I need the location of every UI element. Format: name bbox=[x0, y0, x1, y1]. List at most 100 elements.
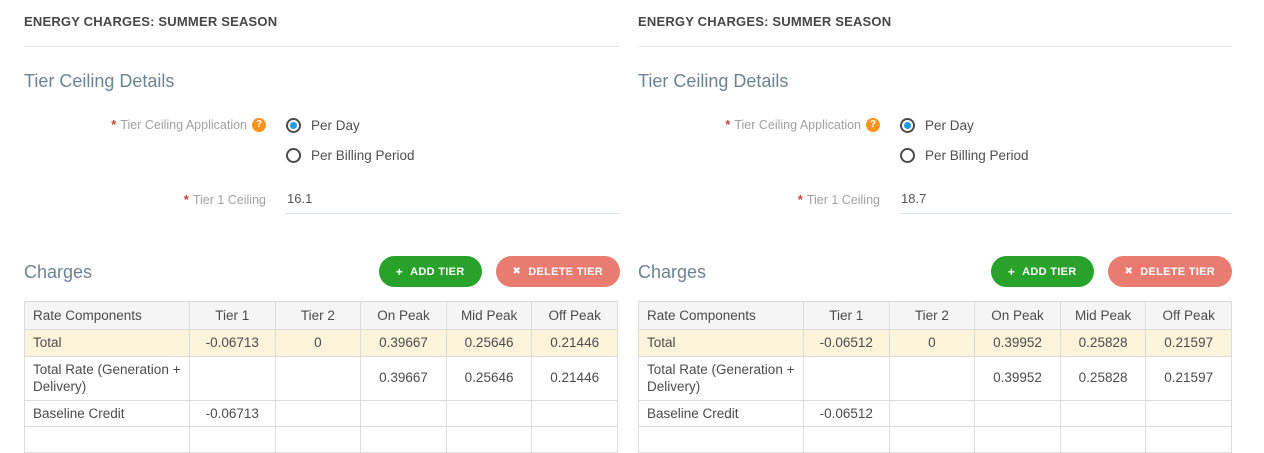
delete-tier-button[interactable]: ✖ DELETE TIER bbox=[495, 256, 620, 287]
value-cell bbox=[360, 399, 447, 428]
add-tier-button[interactable]: + ADD TIER bbox=[990, 256, 1094, 287]
value-cell: 0.25828 bbox=[1059, 355, 1147, 401]
rate-component-cell bbox=[638, 426, 804, 453]
delete-tier-button[interactable]: ✖ DELETE TIER bbox=[1107, 256, 1232, 287]
tier-ceiling-details-heading: Tier Ceiling Details bbox=[638, 71, 789, 91]
column-header: Mid Peak bbox=[445, 301, 533, 330]
charges-heading: Charges bbox=[638, 261, 707, 282]
value-cell: 0.25646 bbox=[445, 355, 533, 401]
tier-ceiling-application-options: Per Day Per Billing Period bbox=[900, 114, 1232, 166]
tier-ceiling-application-row: * Tier Ceiling Application ? Per Day Per… bbox=[638, 114, 1232, 166]
table-row[interactable]: Total Rate (Generation + Delivery) 0.3995… bbox=[638, 355, 1232, 401]
table-row[interactable] bbox=[24, 426, 618, 453]
table-row[interactable] bbox=[638, 426, 1232, 453]
table-header-row: Rate Components Tier 1 Tier 2 On Peak Mid Pe… bbox=[638, 301, 1232, 330]
value-cell: 0.21597 bbox=[1145, 355, 1232, 401]
tier-ceiling-application-label: * Tier Ceiling Application ? bbox=[638, 114, 880, 132]
radio-per-day[interactable]: Per Day bbox=[900, 114, 1232, 136]
radio-per-day[interactable]: Per Day bbox=[286, 114, 620, 136]
value-cell bbox=[888, 426, 976, 453]
rate-component-cell: Total bbox=[24, 329, 190, 357]
value-cell bbox=[888, 399, 976, 428]
add-tier-label: ADD TIER bbox=[1022, 265, 1077, 278]
field-label-text: Tier Ceiling Application bbox=[734, 117, 861, 132]
value-cell: 0.39952 bbox=[974, 355, 1061, 401]
required-asterisk: * bbox=[183, 192, 189, 207]
plus-icon: + bbox=[395, 264, 404, 279]
value-cell: 0.39667 bbox=[360, 355, 447, 401]
value-cell bbox=[1059, 399, 1147, 428]
radio-per-billing-period[interactable]: Per Billing Period bbox=[286, 144, 620, 166]
value-cell bbox=[974, 426, 1061, 453]
add-tier-button[interactable]: + ADD TIER bbox=[378, 256, 482, 287]
charges-header: Charges + ADD TIER ✖ DELETE TIER bbox=[24, 256, 620, 287]
column-header: Tier 2 bbox=[274, 301, 362, 330]
column-header: Mid Peak bbox=[1059, 301, 1147, 330]
required-asterisk: * bbox=[725, 117, 731, 132]
help-icon[interactable]: ? bbox=[866, 117, 880, 132]
tier-ceiling-application-label: * Tier Ceiling Application ? bbox=[24, 114, 266, 132]
value-cell bbox=[360, 426, 447, 453]
radio-button-icon[interactable] bbox=[900, 117, 915, 133]
table-row[interactable]: Total Rate (Generation + Delivery) 0.3966… bbox=[24, 355, 618, 401]
tier1-ceiling-input[interactable] bbox=[900, 189, 1232, 214]
tier-ceiling-application-row: * Tier Ceiling Application ? Per Day Per… bbox=[24, 114, 620, 166]
table-row[interactable]: Total -0.06512 0 0.39952 0.25828 0.21597 bbox=[638, 329, 1232, 357]
value-cell: 0.25646 bbox=[445, 329, 533, 357]
value-cell bbox=[531, 426, 618, 453]
required-asterisk: * bbox=[797, 192, 803, 207]
value-cell bbox=[274, 426, 362, 453]
tier1-ceiling-label: * Tier 1 Ceiling bbox=[24, 189, 266, 207]
value-cell bbox=[1059, 426, 1147, 453]
value-cell bbox=[1145, 399, 1232, 428]
tier1-ceiling-label: * Tier 1 Ceiling bbox=[638, 189, 880, 207]
tier1-ceiling-row: * Tier 1 Ceiling bbox=[638, 189, 1232, 214]
tier-ceiling-application-options: Per Day Per Billing Period bbox=[286, 114, 620, 166]
column-header: On Peak bbox=[974, 301, 1061, 330]
charges-header: Charges + ADD TIER ✖ DELETE TIER bbox=[638, 256, 1232, 287]
rate-component-cell: Baseline Credit bbox=[24, 399, 190, 428]
value-cell: 0.21446 bbox=[531, 329, 618, 357]
divider bbox=[24, 46, 620, 47]
column-header: Tier 2 bbox=[888, 301, 976, 330]
radio-label: Per Day bbox=[925, 117, 974, 133]
value-cell bbox=[803, 355, 890, 401]
table-row[interactable]: Baseline Credit -0.06512 bbox=[638, 399, 1232, 428]
radio-button-icon[interactable] bbox=[900, 147, 915, 163]
column-header: Tier 1 bbox=[189, 301, 276, 330]
column-header: Rate Components bbox=[638, 301, 804, 330]
x-icon: ✖ bbox=[1124, 265, 1134, 277]
energy-charges-panel-right: ENERGY CHARGES: SUMMER SEASON Tier Ceili… bbox=[632, 0, 1264, 453]
value-cell: 0 bbox=[274, 329, 362, 357]
value-cell: -0.06713 bbox=[189, 329, 276, 357]
value-cell bbox=[274, 399, 362, 428]
tier-ceiling-details-heading: Tier Ceiling Details bbox=[24, 71, 175, 91]
tier1-ceiling-input[interactable] bbox=[286, 189, 620, 214]
charges-heading: Charges bbox=[24, 261, 93, 282]
value-cell bbox=[531, 399, 618, 428]
help-icon[interactable]: ? bbox=[252, 117, 266, 132]
table-row[interactable]: Total -0.06713 0 0.39667 0.25646 0.21446 bbox=[24, 329, 618, 357]
table-row[interactable]: Baseline Credit -0.06713 bbox=[24, 399, 618, 428]
tier1-ceiling-control bbox=[286, 189, 620, 214]
radio-per-billing-period[interactable]: Per Billing Period bbox=[900, 144, 1232, 166]
value-cell bbox=[189, 426, 276, 453]
column-header: On Peak bbox=[360, 301, 447, 330]
panel-title: ENERGY CHARGES: SUMMER SEASON bbox=[638, 14, 892, 29]
delete-tier-label: DELETE TIER bbox=[1140, 265, 1215, 278]
radio-button-icon[interactable] bbox=[286, 117, 301, 133]
tier1-ceiling-row: * Tier 1 Ceiling bbox=[24, 189, 620, 214]
value-cell: -0.06512 bbox=[803, 399, 890, 428]
radio-button-icon[interactable] bbox=[286, 147, 301, 163]
x-icon: ✖ bbox=[512, 265, 522, 277]
value-cell: 0.21446 bbox=[531, 355, 618, 401]
rate-component-cell: Total Rate (Generation + Delivery) bbox=[24, 355, 190, 401]
column-header: Rate Components bbox=[24, 301, 190, 330]
value-cell bbox=[888, 355, 976, 401]
required-asterisk: * bbox=[111, 117, 117, 132]
rate-component-cell: Baseline Credit bbox=[638, 399, 804, 428]
field-label-text: Tier 1 Ceiling bbox=[806, 192, 880, 207]
value-cell bbox=[974, 399, 1061, 428]
value-cell: 0.39667 bbox=[360, 329, 447, 357]
column-header: Off Peak bbox=[531, 301, 618, 330]
